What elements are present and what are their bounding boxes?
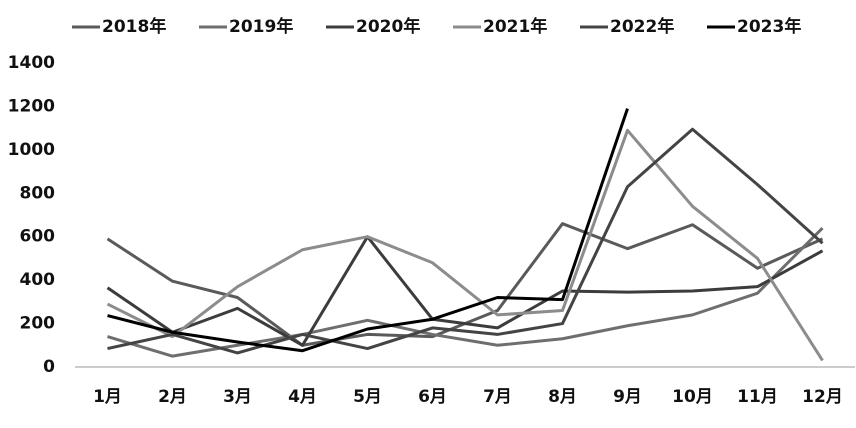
y-tick-label: 0 [43,357,55,377]
series-line [106,222,824,347]
y-tick-label: 1200 [8,96,55,116]
x-tick-label: 12月 [802,387,843,407]
x-tick-label: 4月 [288,387,317,407]
x-tick-label: 9月 [613,387,642,407]
legend-label: 2018年 [102,16,166,37]
legend-label: 2019年 [229,16,293,37]
y-tick-label: 200 [20,314,56,334]
series-line [106,235,824,347]
legend-label: 2023年 [737,16,801,37]
series-line [107,226,824,358]
series-line [106,128,824,362]
y-tick-label: 600 [20,227,56,247]
legend-label: 2020年 [356,16,420,37]
y-tick-label: 400 [20,270,56,290]
x-tick-label: 1月 [93,387,122,407]
x-tick-label: 8月 [548,387,577,407]
y-tick-label: 800 [20,183,56,203]
y-tick-label: 1000 [8,140,55,160]
x-tick-label: 7月 [483,387,512,407]
legend-label: 2022年 [610,16,674,37]
legend-label: 2021年 [483,16,547,37]
x-tick-label: 2月 [158,387,187,407]
series-line [107,127,824,355]
x-tick-label: 6月 [418,387,447,407]
x-tick-label: 11月 [737,387,778,407]
x-tick-label: 3月 [223,387,252,407]
series-line [107,108,629,353]
y-tick-label: 1400 [8,53,55,73]
x-tick-label: 10月 [672,387,713,407]
x-tick-label: 5月 [353,387,382,407]
